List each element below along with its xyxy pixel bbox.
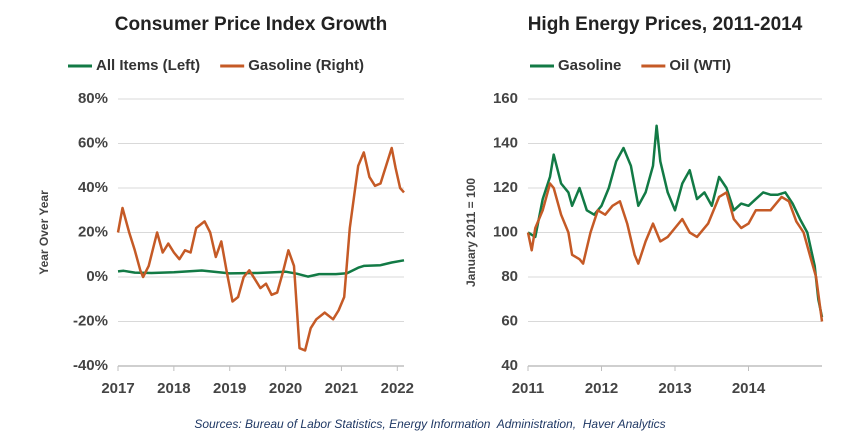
chart-title: High Energy Prices, 2011-2014: [528, 14, 803, 35]
y-tick-label: 100: [493, 223, 518, 240]
y-tick-label: 120: [493, 179, 518, 196]
line-series: [117, 259, 405, 278]
x-tick-label: 2019: [213, 380, 246, 397]
x-tick-label: 2020: [269, 380, 302, 397]
chart-title: Consumer Price Index Growth: [115, 14, 387, 35]
x-tick-label: 2017: [101, 380, 134, 397]
y-axis-label: Year Over Year: [37, 190, 51, 275]
y-tick-label: 160: [493, 90, 518, 107]
y-tick-label: 40%: [78, 179, 108, 196]
x-tick-label: 2011: [512, 380, 545, 397]
source-note: Sources: Bureau of Labor Statistics, Ene…: [194, 417, 665, 431]
legend-label: Oil (WTI): [669, 57, 731, 74]
y-tick-label: 140: [493, 134, 518, 151]
y-tick-label: 20%: [78, 223, 108, 240]
y-tick-label: -40%: [73, 357, 108, 374]
y-tick-label: 40: [501, 357, 518, 374]
line-series: [526, 182, 824, 322]
legend-label: Gasoline (Right): [248, 57, 364, 74]
x-tick-label: 2014: [732, 380, 766, 397]
y-axis-label: January 2011 = 100: [464, 178, 478, 287]
y-tick-label: 80%: [78, 90, 108, 107]
line-series: [116, 146, 405, 352]
x-tick-label: 2022: [381, 380, 414, 397]
y-tick-label: -20%: [73, 312, 108, 329]
y-tick-label: 80: [501, 268, 518, 285]
y-tick-label: 0%: [86, 268, 108, 285]
x-tick-label: 2012: [585, 380, 618, 397]
legend-label: All Items (Left): [96, 57, 200, 74]
x-tick-label: 2013: [658, 380, 691, 397]
x-tick-label: 2018: [157, 380, 190, 397]
x-tick-label: 2021: [325, 380, 358, 397]
y-tick-label: 60%: [78, 134, 108, 151]
line-series: [527, 124, 824, 318]
y-tick-label: 60: [501, 312, 518, 329]
legend-label: Gasoline: [558, 57, 621, 74]
